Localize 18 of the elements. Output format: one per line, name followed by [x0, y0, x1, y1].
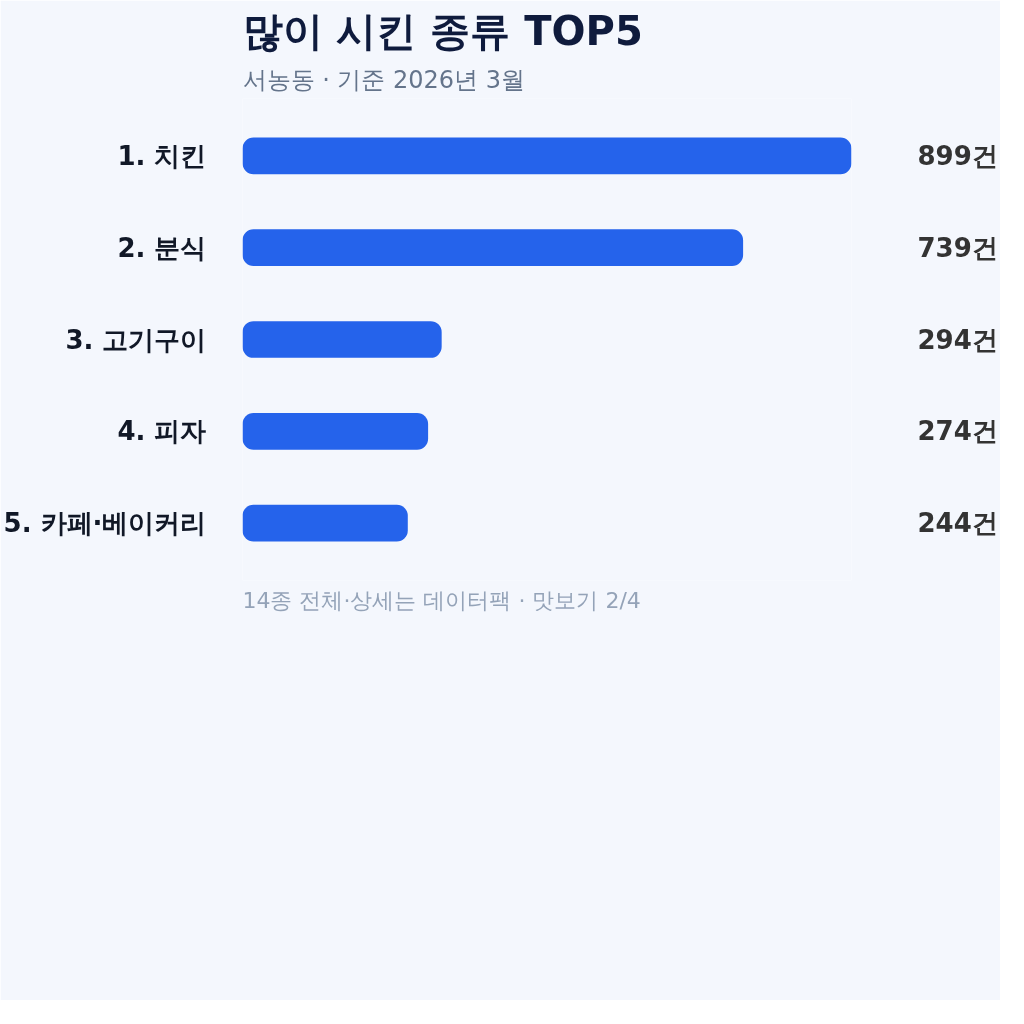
bar	[242, 412, 429, 450]
bar	[242, 137, 852, 175]
y-tick-label: 2. 분식	[117, 232, 207, 263]
data-label: 739건	[917, 232, 998, 263]
data-label: 244건	[917, 508, 998, 539]
bar	[242, 229, 744, 267]
data-label: 274건	[917, 416, 998, 447]
bar	[242, 321, 442, 358]
chart-title: 많이 시킨 종류 TOP5	[242, 7, 643, 54]
y-tick-label: 4. 피자	[117, 416, 207, 447]
data-label: 899건	[917, 140, 998, 171]
text: 14종 전체·상세는 데이터팩 · 맛보기 2/4	[242, 587, 641, 613]
y-tick-label: 1. 치킨	[117, 140, 207, 171]
y-tick-label: 5. 카페·베이커리	[3, 508, 207, 539]
bar	[242, 504, 408, 542]
y-tick-label: 3. 고기구이	[65, 324, 207, 355]
chart-subtitle: 서농동 · 기준 2026년 3월	[242, 65, 525, 94]
data-label: 294건	[917, 324, 998, 355]
